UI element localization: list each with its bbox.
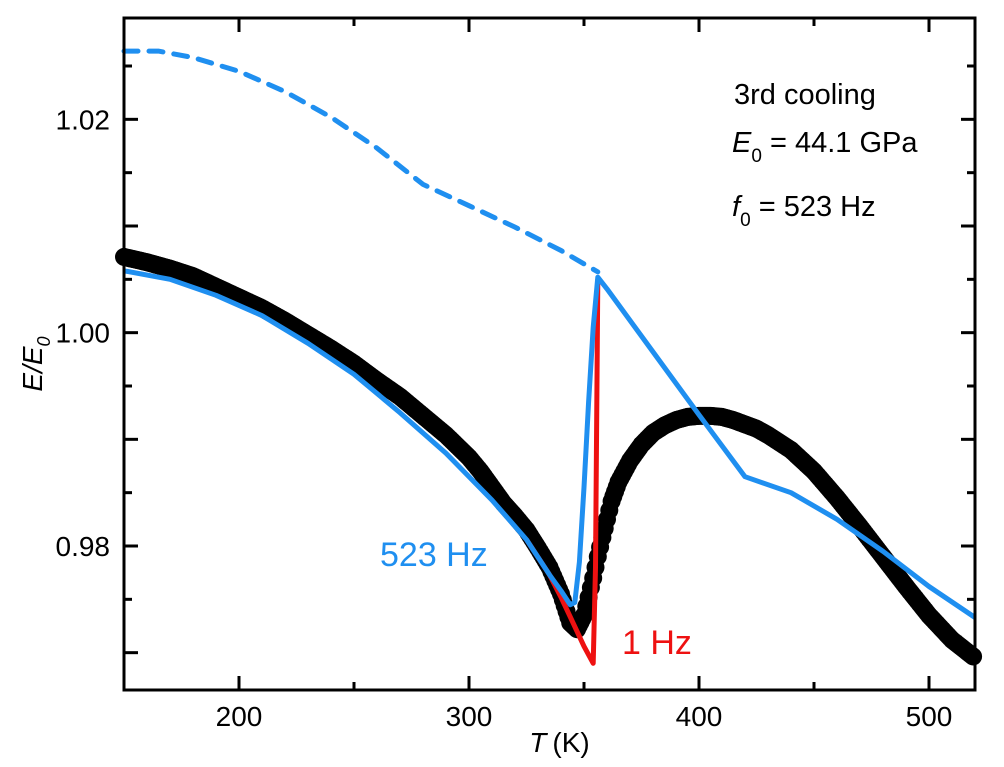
plot-frame: [122, 16, 977, 692]
annotation-e0-variable: E: [732, 127, 752, 159]
annotation-e0-value: = 44.1 GPa: [762, 127, 918, 159]
series-extrapolation-dashed: [121, 48, 601, 275]
x-tick-label: 400: [676, 701, 723, 732]
annotation-f0-value: = 523 Hz: [751, 191, 876, 223]
annotation-e0: E0 = 44.1 GPa: [732, 127, 918, 167]
y-axis-label-subscript: 0: [34, 336, 54, 346]
y-tick-label: 1.00: [56, 318, 111, 349]
annotation-f0-variable: f: [732, 191, 743, 223]
x-tick-label: 500: [906, 701, 953, 732]
x-axis-label-unit: (K): [552, 727, 589, 758]
x-axis-label: T (K): [529, 727, 589, 758]
x-tick-label: 300: [446, 701, 493, 732]
series-523hz: [123, 268, 977, 620]
y-axis-label: E/E0: [17, 336, 54, 391]
y-axis-label-main: E/E: [17, 346, 48, 391]
annotation-f0-subscript: 0: [740, 210, 751, 231]
axis-ticks: 200 300 400 500 0.98 1.00 1.02: [56, 18, 975, 732]
y-tick-label: 1.02: [56, 104, 111, 135]
label-523hz: 523 Hz: [380, 536, 488, 574]
annotation-e0-subscript: 0: [751, 146, 762, 167]
fit-lines: [121, 48, 977, 666]
y-tick-label: 0.98: [56, 531, 111, 562]
x-tick-label: 200: [216, 701, 263, 732]
x-axis-label-variable: T: [529, 727, 548, 758]
data-point: [964, 647, 983, 666]
annotation-cooling: 3rd cooling: [734, 79, 876, 111]
annotation-f0: f0 = 523 Hz: [732, 191, 876, 231]
label-1hz: 1 Hz: [622, 624, 692, 662]
